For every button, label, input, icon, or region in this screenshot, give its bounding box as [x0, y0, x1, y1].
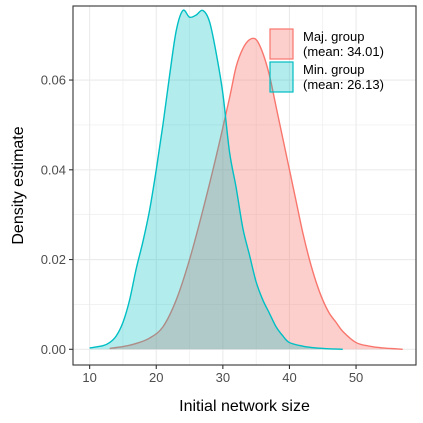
density-line-maj-group	[109, 37, 403, 350]
x-tick-label: 30	[216, 370, 230, 385]
y-axis: 0.00 0.02 0.04 0.06	[41, 73, 73, 357]
legend-key-min-group	[269, 61, 294, 93]
y-axis-title: Density estimate	[10, 126, 27, 244]
legend-label-maj-group-line2: (mean: 34.01)	[303, 44, 384, 59]
y-tick-label: 0.06	[41, 73, 66, 88]
grid-minor	[73, 6, 416, 365]
legend: Maj. group (mean: 34.01) Min. group (mea…	[269, 28, 384, 93]
y-tick-label: 0.04	[41, 162, 66, 177]
x-tick-label: 20	[149, 370, 163, 385]
density-areas	[89, 9, 403, 350]
panel-border	[72, 5, 417, 366]
x-tick-label: 40	[282, 370, 296, 385]
x-axis-title: Initial network size	[179, 398, 310, 415]
legend-label-maj-group-line1: Maj. group	[303, 29, 364, 44]
y-tick-label: 0.02	[41, 252, 66, 267]
density-area-maj-group	[109, 38, 403, 350]
panel-background	[73, 6, 416, 365]
x-tick-label: 50	[349, 370, 363, 385]
x-tick-label: 10	[82, 370, 96, 385]
x-axis: 10 20 30 40 50	[82, 365, 363, 385]
legend-key-maj-group	[269, 28, 294, 60]
grid-major	[73, 6, 416, 365]
y-tick-label: 0.00	[41, 342, 66, 357]
density-line-min-group	[89, 9, 343, 350]
legend-label-min-group-line1: Min. group	[303, 62, 364, 77]
density-area-min-group	[89, 10, 343, 350]
legend-label-min-group-line2: (mean: 26.13)	[303, 77, 384, 92]
